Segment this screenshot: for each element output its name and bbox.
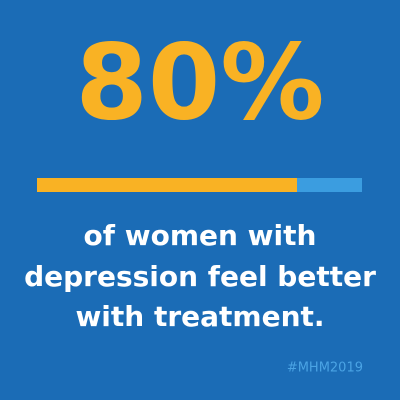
caption-line: with treatment. (75, 300, 324, 333)
caption-line: of women with (84, 219, 317, 252)
hashtag: #MHM2019 (287, 361, 363, 376)
headline-stat: 80% (76, 21, 325, 143)
caption-line: depression feel better (24, 260, 376, 293)
progress-fill (37, 178, 297, 192)
